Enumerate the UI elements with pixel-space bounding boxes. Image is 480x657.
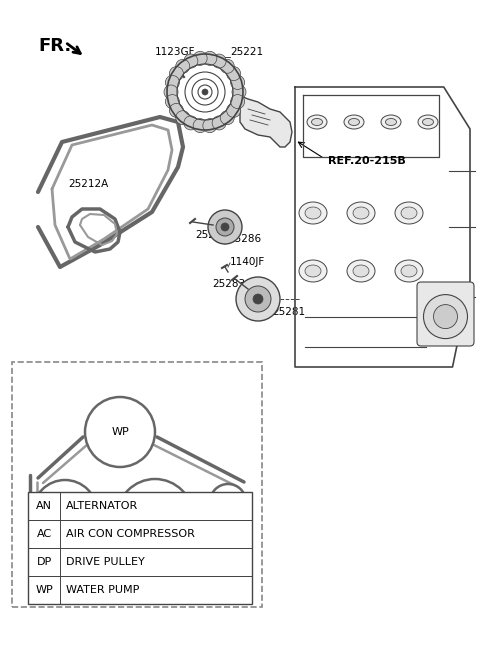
- Ellipse shape: [395, 260, 423, 282]
- Text: AC: AC: [58, 507, 72, 517]
- Ellipse shape: [353, 207, 369, 219]
- Circle shape: [164, 85, 178, 99]
- Ellipse shape: [422, 118, 433, 125]
- Circle shape: [232, 85, 246, 99]
- Ellipse shape: [347, 260, 375, 282]
- Text: DRIVE PULLEY: DRIVE PULLEY: [66, 557, 145, 567]
- Circle shape: [227, 103, 240, 118]
- Circle shape: [166, 76, 180, 89]
- Ellipse shape: [395, 202, 423, 224]
- Circle shape: [216, 218, 234, 236]
- Circle shape: [221, 223, 229, 231]
- Text: 1140JF: 1140JF: [230, 257, 265, 267]
- Circle shape: [193, 119, 207, 133]
- Circle shape: [202, 89, 208, 95]
- Text: DP: DP: [147, 512, 163, 522]
- Circle shape: [423, 294, 468, 338]
- Circle shape: [203, 51, 217, 65]
- Text: REF.20-215B: REF.20-215B: [328, 156, 406, 166]
- Ellipse shape: [381, 115, 401, 129]
- Text: 25283: 25283: [212, 279, 245, 289]
- Ellipse shape: [307, 115, 327, 129]
- FancyBboxPatch shape: [417, 282, 474, 346]
- Text: WP: WP: [35, 585, 53, 595]
- Circle shape: [220, 110, 234, 125]
- Circle shape: [169, 66, 183, 81]
- Text: AN: AN: [221, 497, 235, 507]
- Circle shape: [176, 110, 190, 125]
- Ellipse shape: [305, 207, 321, 219]
- Circle shape: [236, 277, 280, 321]
- Circle shape: [210, 484, 246, 520]
- Circle shape: [253, 294, 263, 304]
- Circle shape: [245, 286, 271, 312]
- Circle shape: [203, 119, 217, 133]
- Circle shape: [166, 95, 180, 108]
- Ellipse shape: [348, 118, 360, 125]
- Bar: [28, 492, 252, 604]
- Ellipse shape: [418, 115, 438, 129]
- Text: 1123GF: 1123GF: [155, 47, 195, 57]
- Ellipse shape: [312, 118, 323, 125]
- Text: 25281: 25281: [272, 307, 305, 317]
- Circle shape: [230, 95, 245, 108]
- Polygon shape: [240, 97, 292, 147]
- Circle shape: [193, 51, 207, 65]
- Text: AIR CON COMPRESSOR: AIR CON COMPRESSOR: [66, 529, 195, 539]
- Ellipse shape: [299, 202, 327, 224]
- Text: WATER PUMP: WATER PUMP: [66, 585, 139, 595]
- Text: 25212A: 25212A: [68, 179, 108, 189]
- Circle shape: [184, 116, 198, 130]
- Text: 25285P: 25285P: [195, 230, 234, 240]
- Circle shape: [208, 210, 242, 244]
- Circle shape: [230, 76, 245, 89]
- Circle shape: [227, 66, 240, 81]
- Ellipse shape: [353, 265, 369, 277]
- Ellipse shape: [401, 207, 417, 219]
- Bar: [12, 362, 262, 607]
- Text: DP: DP: [36, 557, 52, 567]
- Circle shape: [117, 479, 193, 555]
- Circle shape: [184, 54, 198, 68]
- Ellipse shape: [385, 118, 396, 125]
- Ellipse shape: [299, 260, 327, 282]
- Text: 25286: 25286: [228, 234, 261, 244]
- Text: 25221: 25221: [230, 47, 263, 57]
- Text: AN: AN: [36, 501, 52, 511]
- Circle shape: [433, 305, 457, 328]
- Text: WP: WP: [111, 427, 129, 437]
- Circle shape: [212, 54, 226, 68]
- Circle shape: [220, 59, 234, 74]
- Circle shape: [176, 59, 190, 74]
- Text: ALTERNATOR: ALTERNATOR: [66, 501, 138, 511]
- Circle shape: [33, 480, 97, 544]
- Circle shape: [169, 103, 183, 118]
- Ellipse shape: [401, 265, 417, 277]
- Ellipse shape: [347, 202, 375, 224]
- Text: FR.: FR.: [38, 37, 71, 55]
- Circle shape: [212, 116, 226, 130]
- Ellipse shape: [344, 115, 364, 129]
- Circle shape: [85, 397, 155, 467]
- Text: AC: AC: [36, 529, 51, 539]
- Ellipse shape: [305, 265, 321, 277]
